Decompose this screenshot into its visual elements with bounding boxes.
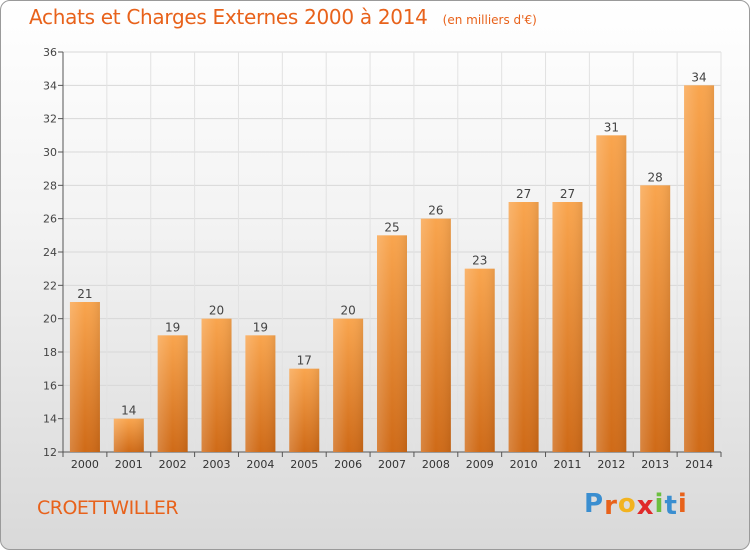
bar-2007: [377, 235, 407, 452]
title-row: Achats et Charges Externes 2000 à 2014 (…: [29, 5, 537, 29]
bar-2003: [201, 318, 232, 452]
x-tick-label: 2006: [334, 458, 362, 471]
bar-2000: [69, 302, 100, 452]
bar-2005: [289, 368, 320, 452]
bar-shine: [640, 185, 671, 453]
bar-2012: [596, 135, 627, 453]
data-label: 19: [165, 320, 180, 334]
logo-letter: r: [604, 491, 618, 521]
data-label: 17: [297, 354, 312, 368]
chart-subtitle: (en milliers d'€): [442, 13, 537, 27]
x-tick-label: 2011: [553, 458, 581, 471]
data-label: 25: [384, 220, 399, 234]
data-labels: 21 14 19 20 19 17 20 25 26 23 27 27 31 28 34: [77, 70, 706, 417]
data-label: 31: [604, 120, 619, 134]
data-label: 27: [560, 187, 575, 201]
x-tick-label: 2009: [466, 458, 494, 471]
data-label: 26: [428, 204, 443, 218]
data-label: 14: [121, 404, 136, 418]
y-tick-label: 28: [43, 179, 57, 192]
data-label: 20: [340, 304, 355, 318]
bar-shine: [377, 235, 407, 452]
logo-letter: x: [636, 491, 655, 521]
logo-letter: i: [654, 489, 665, 519]
x-tick-label: 2007: [378, 458, 406, 471]
bar-shine: [684, 85, 715, 452]
data-label: 27: [516, 187, 531, 201]
x-tick-label: 2013: [641, 458, 669, 471]
y-tick-label: 30: [43, 146, 57, 159]
bar-shine: [245, 335, 276, 452]
bar-shine: [157, 335, 188, 452]
bar-2004: [245, 335, 276, 452]
logo-letter: P: [584, 489, 605, 519]
bar-2010: [508, 202, 539, 452]
x-tick-label: 2010: [510, 458, 538, 471]
y-tick-label: 20: [43, 313, 57, 326]
y-tick-label: 16: [43, 379, 57, 392]
x-tick-label: 2008: [422, 458, 450, 471]
bars: [69, 85, 715, 453]
x-tick-label: 2002: [159, 458, 187, 471]
y-tick-label: 24: [43, 246, 57, 259]
x-tick-label: 2000: [71, 458, 99, 471]
data-label: 34: [691, 70, 706, 84]
x-tick-label: 2005: [290, 458, 318, 471]
axes: 12 14 16 18 20 22 24 26 28 30 32 34 36 2000 2001 2002 20…: [43, 46, 722, 471]
data-label: 20: [209, 304, 224, 318]
data-label: 21: [77, 287, 92, 301]
logo-letter: o: [617, 489, 637, 519]
bar-2013: [640, 185, 671, 453]
logo-letter: i: [677, 489, 688, 519]
x-tick-label: 2001: [115, 458, 143, 471]
bar-shine: [508, 202, 539, 452]
y-tick-label: 32: [43, 113, 57, 126]
x-tick-label: 2003: [203, 458, 231, 471]
y-tick-label: 36: [43, 46, 57, 59]
y-tick-label: 34: [43, 79, 57, 92]
bar-shine: [333, 318, 364, 452]
logo-letter: t: [664, 491, 678, 521]
x-tick-label: 2012: [597, 458, 625, 471]
bar-shine: [552, 202, 583, 452]
bar-2014: [684, 85, 715, 452]
y-tick-label: 12: [43, 446, 57, 459]
bar-shine: [201, 318, 232, 452]
bar-shine: [113, 418, 144, 452]
bar-2009: [464, 268, 495, 452]
x-tick-label: 2014: [685, 458, 713, 471]
y-tick-label: 26: [43, 213, 57, 226]
data-label: 28: [648, 170, 663, 184]
bar-2011: [552, 202, 583, 452]
x-tick-label: 2004: [246, 458, 274, 471]
bar-shine: [420, 218, 451, 452]
data-label: 19: [253, 320, 268, 334]
bar-2001: [113, 418, 144, 452]
bar-2006: [333, 318, 364, 452]
bar-shine: [464, 268, 495, 452]
chart-title: Achats et Charges Externes 2000 à 2014: [29, 5, 428, 29]
proxiti-logo: Proxiti: [584, 489, 688, 521]
bar-shine: [69, 302, 100, 452]
bar-shine: [289, 368, 320, 452]
y-tick-label: 18: [43, 346, 57, 359]
bar-shine: [596, 135, 627, 453]
bar-2002: [157, 335, 188, 452]
y-tick-label: 22: [43, 279, 57, 292]
data-label: 23: [472, 254, 487, 268]
bar-2008: [420, 218, 451, 452]
y-tick-label: 14: [43, 413, 57, 426]
commune-name: CROETTWILLER: [37, 497, 179, 519]
